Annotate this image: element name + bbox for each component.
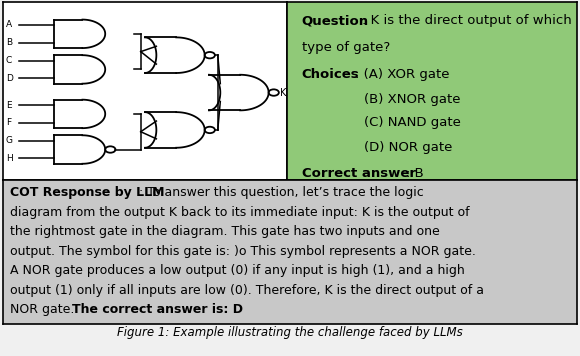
Text: NOR gate.: NOR gate.	[10, 303, 78, 316]
Text: K: K	[280, 88, 287, 98]
Text: : K is the direct output of which: : K is the direct output of which	[362, 14, 572, 27]
Text: the rightmost gate in the diagram. This gate has two inputs and one: the rightmost gate in the diagram. This …	[10, 225, 440, 238]
Text: COT Response by LLM: COT Response by LLM	[10, 186, 164, 199]
Text: type of gate?: type of gate?	[302, 41, 390, 54]
Text: : B: : B	[406, 167, 424, 180]
Text: E: E	[6, 100, 12, 110]
Text: G: G	[6, 136, 13, 145]
Text: : (A) XOR gate: : (A) XOR gate	[355, 68, 450, 81]
Text: A: A	[6, 20, 12, 30]
Text: B: B	[6, 38, 12, 47]
Text: (B) XNOR gate: (B) XNOR gate	[364, 93, 461, 106]
Text: C: C	[6, 56, 12, 65]
Text: Figure 1: Example illustrating the challenge faced by LLMs: Figure 1: Example illustrating the chall…	[117, 326, 463, 339]
Text: A NOR gate produces a low output (0) if any input is high (1), and a high: A NOR gate produces a low output (0) if …	[10, 264, 465, 277]
Text: output. The symbol for this gate is: )o This symbol represents a NOR gate.: output. The symbol for this gate is: )o …	[10, 245, 476, 258]
Text: F: F	[6, 118, 11, 127]
Text: output (1) only if all inputs are low (0). Therefore, K is the direct output of : output (1) only if all inputs are low (0…	[10, 284, 484, 297]
Text: (C) NAND gate: (C) NAND gate	[364, 116, 461, 129]
Text: diagram from the output K back to its immediate input: K is the output of: diagram from the output K back to its im…	[10, 206, 469, 219]
Text: : To answer this question, let’s trace the logic: : To answer this question, let’s trace t…	[135, 186, 424, 199]
Text: Correct answer: Correct answer	[302, 167, 416, 180]
Text: The correct answer is: D: The correct answer is: D	[72, 303, 243, 316]
Text: (D) NOR gate: (D) NOR gate	[364, 141, 452, 154]
Text: Choices: Choices	[302, 68, 359, 81]
Text: H: H	[6, 154, 13, 163]
Text: D: D	[6, 74, 13, 83]
Text: Question: Question	[302, 14, 369, 27]
